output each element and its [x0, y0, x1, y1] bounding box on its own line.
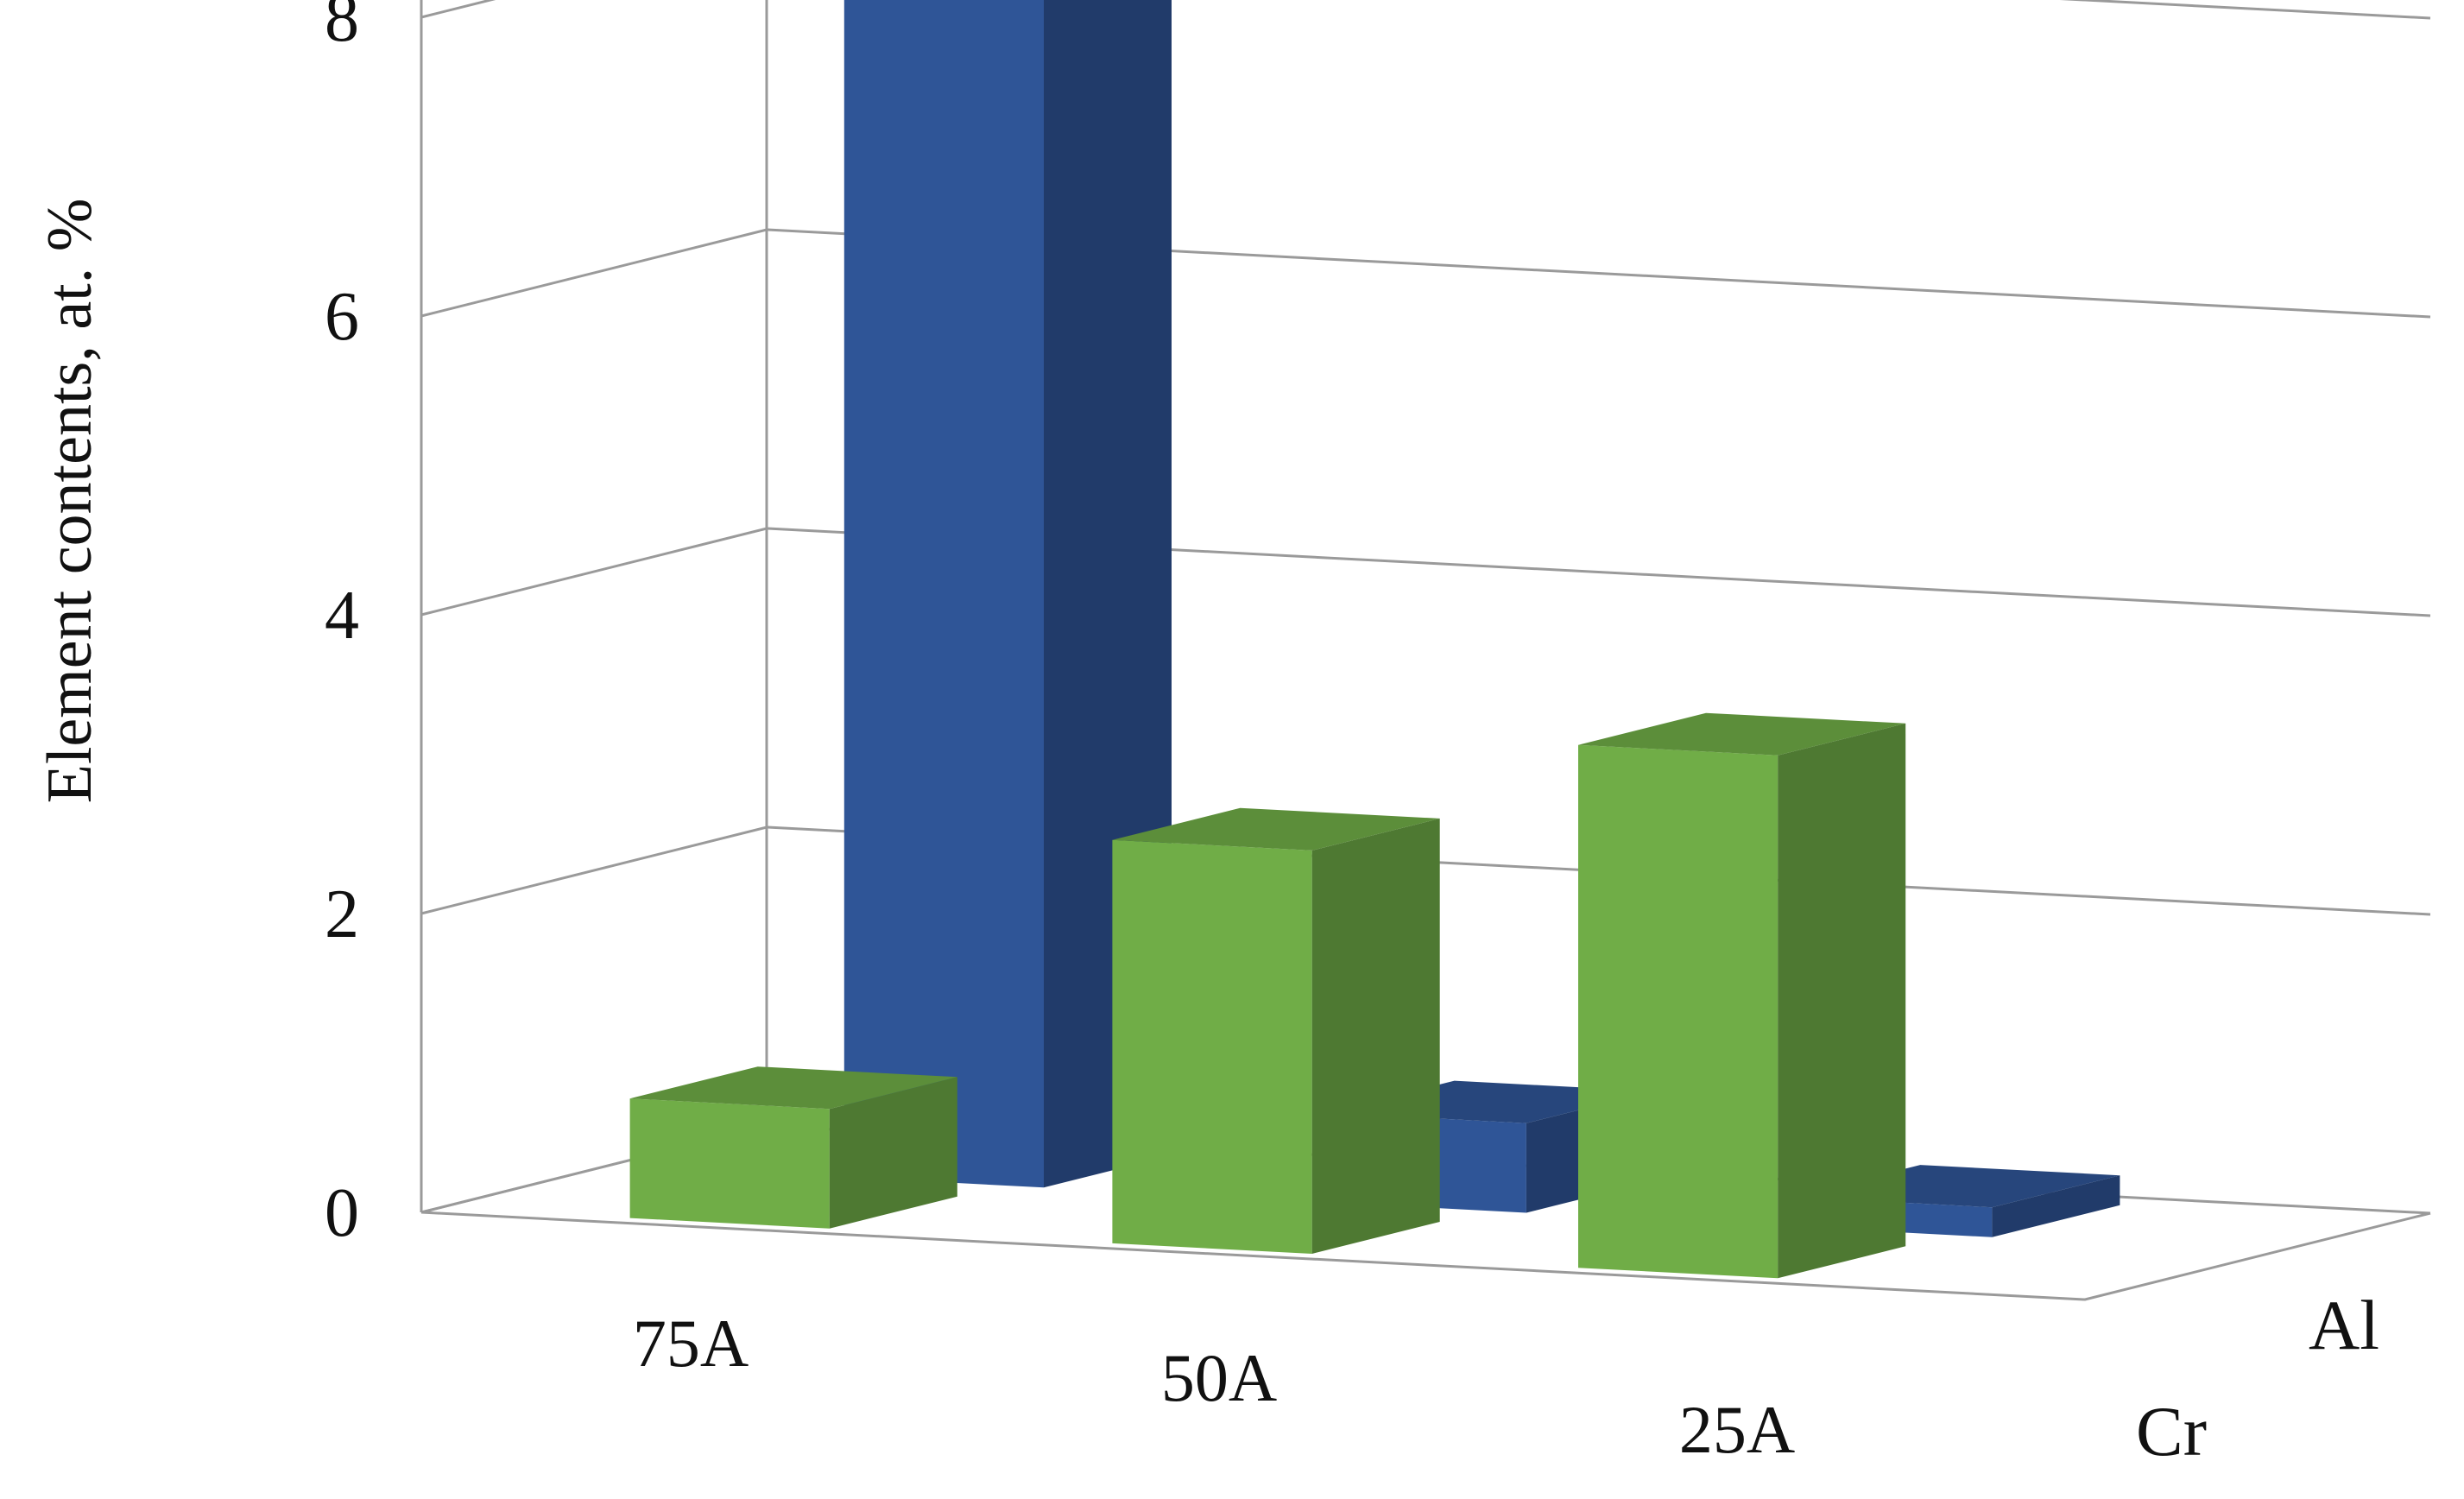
bar-front-face — [629, 1098, 830, 1229]
bar-side-face — [1992, 1175, 2120, 1237]
y-tick-label: 6 — [325, 279, 359, 355]
bar-front-face — [1578, 744, 1779, 1279]
y-axis-label: Element contents, at. % — [35, 199, 105, 804]
x-tick-label: 25A — [1679, 1392, 1795, 1467]
gridline-y-8 — [420, 0, 2431, 20]
bar-Cr-50A — [1112, 807, 1440, 1254]
y-tick-label: 0 — [325, 1175, 359, 1251]
gridline-y-6 — [420, 228, 2431, 319]
bar-side-face — [1311, 818, 1440, 1254]
bar-side-face — [1778, 723, 1906, 1279]
x-tick-label: 50A — [1161, 1340, 1277, 1415]
bar-Al-75A — [843, 0, 1172, 1188]
bar-top-face — [629, 1066, 957, 1110]
bar-top-face — [1578, 712, 1906, 756]
bar-front-face — [843, 0, 1044, 1188]
x-tick-label: 75A — [633, 1306, 749, 1381]
bar-top-face — [1112, 807, 1440, 851]
gridline-y-4 — [420, 527, 2431, 617]
series-axis-label: Cr — [2136, 1392, 2207, 1471]
y-tick-label: 4 — [325, 578, 359, 654]
bar-Cr-25A — [1578, 712, 1906, 1279]
bar-front-face — [1112, 839, 1312, 1254]
y-tick-label: 2 — [325, 876, 359, 952]
bars-series-front — [629, 712, 1906, 1279]
bars-series-back — [843, 0, 2120, 1237]
floor-front-edge — [420, 1211, 2431, 1301]
series-axis-label: Al — [2309, 1286, 2379, 1364]
y-tick-label: 8 — [325, 0, 359, 56]
chart-labels: Element contents, at. % 0246810121475A50… — [35, 0, 2379, 1471]
bar-Cr-75A — [629, 1066, 957, 1229]
bar-side-face — [829, 1077, 957, 1229]
